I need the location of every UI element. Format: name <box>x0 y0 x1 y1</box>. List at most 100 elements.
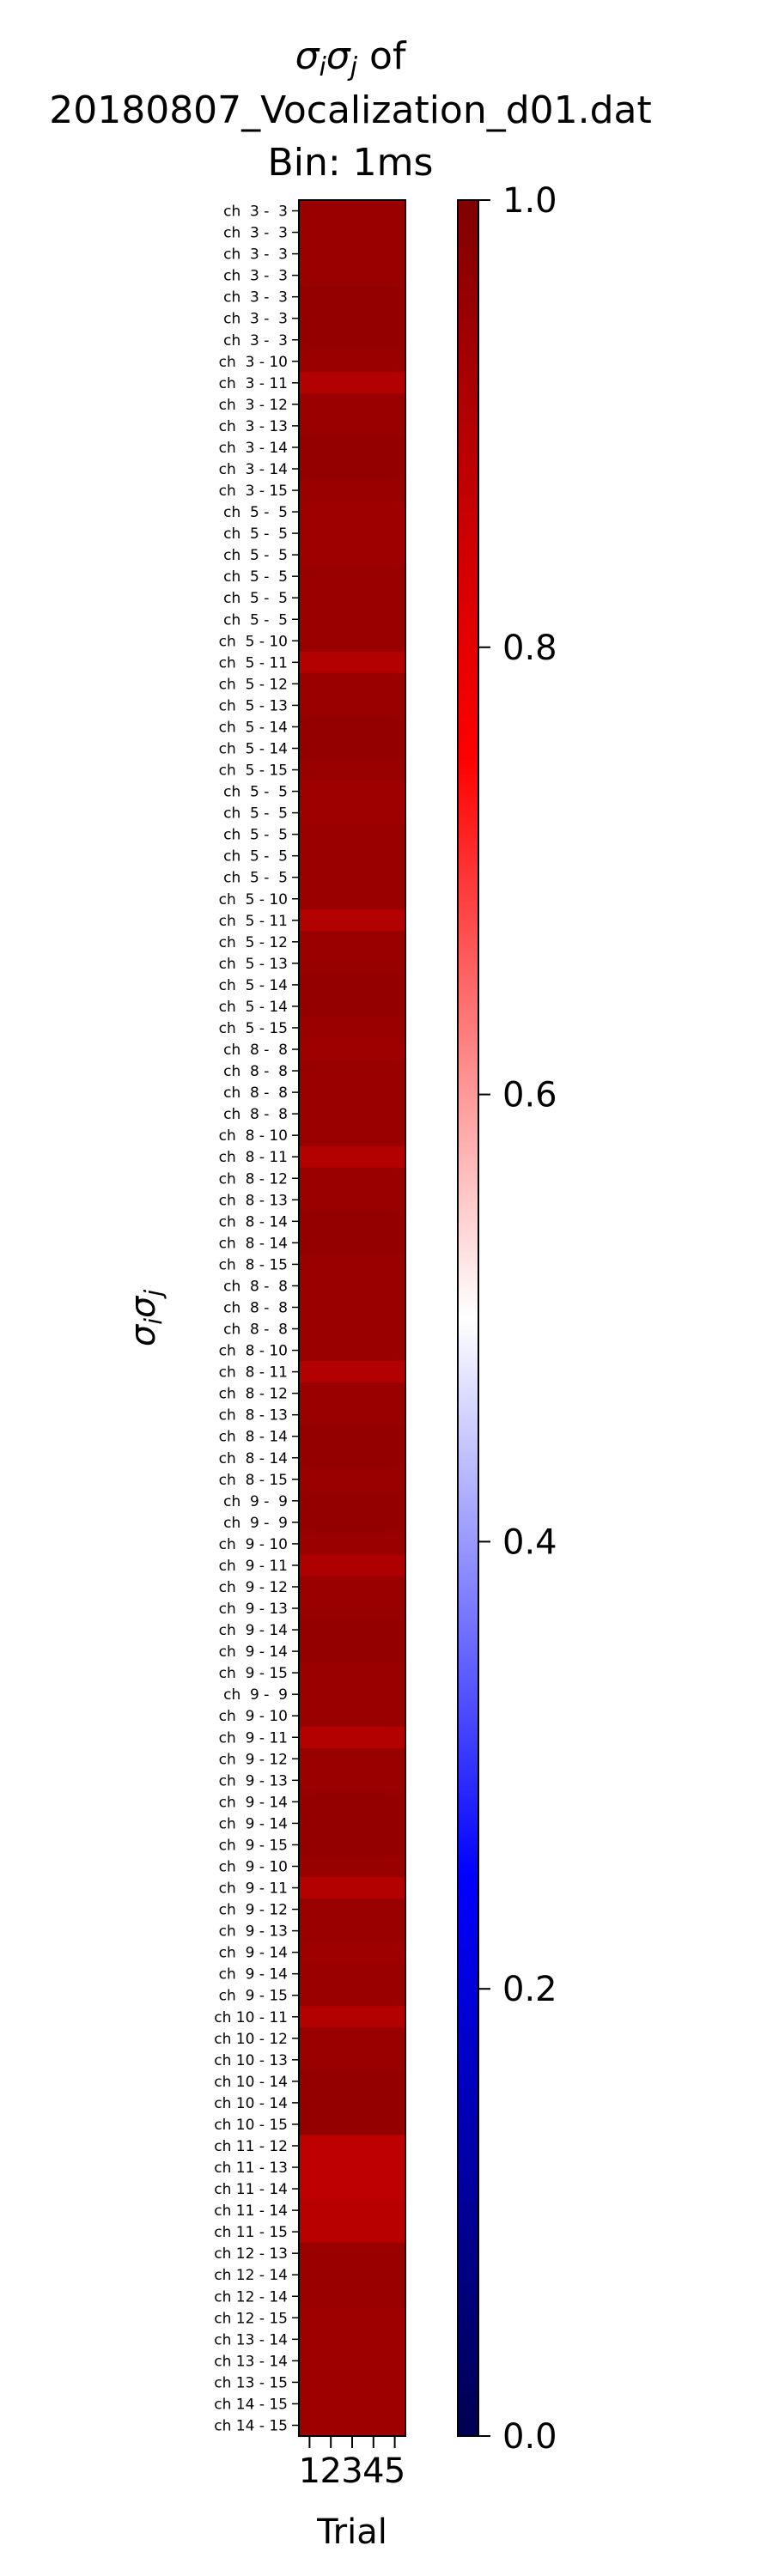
y-tick-label: ch 3 - 3 <box>223 289 288 307</box>
heatmap-cell <box>299 1103 405 1126</box>
heatmap-cell <box>299 1231 405 1255</box>
y-tick-label: ch 9 - 14 <box>219 1966 288 1984</box>
colorbar-ticks <box>478 199 490 2437</box>
y-tick-label: ch 11 - 14 <box>214 2202 288 2220</box>
heatmap-cell <box>299 329 405 351</box>
y-tick-label: ch 5 - 5 <box>223 590 288 607</box>
heatmap-cell <box>299 1640 405 1663</box>
chart-title: σiσj of 20180807_Vocalization_d01.dat Bi… <box>49 34 652 185</box>
y-tick-label: ch 8 - 14 <box>219 1450 288 1467</box>
heatmap-cell <box>299 737 405 760</box>
heatmap-cell <box>299 436 405 459</box>
heatmap-cell <box>299 1490 405 1512</box>
x-tick-label: 5 <box>384 2451 405 2491</box>
y-tick-label: ch 10 - 14 <box>214 2095 288 2112</box>
y-tick-label: ch 5 - 5 <box>223 568 288 586</box>
heatmap-cell <box>299 1662 405 1685</box>
y-tick-label: ch 9 - 14 <box>219 1794 288 1811</box>
heatmap-cell <box>299 286 405 308</box>
y-tick-label: ch 5 - 12 <box>219 934 288 951</box>
heatmap-cell <box>299 501 405 524</box>
y-tick-label: ch 3 - 11 <box>219 375 288 392</box>
y-tick-label: ch 13 - 14 <box>214 2353 288 2370</box>
y-tick-label: ch 8 - 10 <box>219 1343 288 1360</box>
y-axis-label: σiσj <box>124 1290 167 1347</box>
heatmap-cell <box>299 2306 405 2330</box>
heatmap-cell <box>299 1340 405 1362</box>
y-tick-label: ch 8 - 8 <box>223 1106 288 1123</box>
y-tick-label: ch 10 - 14 <box>214 2074 288 2091</box>
heatmap-cell <box>299 845 405 867</box>
heatmap-cell <box>299 1726 405 1749</box>
y-tick-label: ch 8 - 14 <box>219 1213 288 1230</box>
heatmap-cell <box>299 2221 405 2244</box>
y-tick-label: ch 8 - 15 <box>219 1472 288 1489</box>
y-tick-label: ch 11 - 12 <box>214 2138 288 2155</box>
colorbar-tick-label: 0.4 <box>502 1522 557 1562</box>
heatmap-cell <box>299 2113 405 2136</box>
y-tick-label: ch 13 - 14 <box>214 2331 288 2348</box>
y-tick-label: ch 5 - 14 <box>219 719 288 736</box>
y-tick-label: ch 5 - 5 <box>223 870 288 887</box>
heatmap-cell <box>299 1425 405 1448</box>
heatmap-cell <box>299 586 405 610</box>
heatmap-cell <box>299 1017 405 1040</box>
y-tick-label: ch 9 - 12 <box>219 1902 288 1919</box>
y-tick-label: ch 3 - 14 <box>219 440 288 457</box>
y-tick-label: ch 8 - 8 <box>223 1299 288 1316</box>
y-tick-label: ch 8 - 10 <box>219 1127 288 1145</box>
heatmap-cell <box>299 781 405 803</box>
heatmap-cell <box>299 1963 405 1985</box>
heatmap-cell <box>299 1361 405 1383</box>
heatmap-cell <box>299 1984 405 2007</box>
y-tick-label: ch 10 - 13 <box>214 2052 288 2069</box>
y-tick-label: ch 9 - 15 <box>219 1837 288 1854</box>
heatmap-cell <box>299 544 405 567</box>
heatmap-cell <box>299 2242 405 2265</box>
heatmap-cell <box>299 1769 405 1792</box>
y-ticks <box>292 210 299 2427</box>
x-ticks <box>308 2436 396 2448</box>
x-axis-label: Trial <box>316 2512 387 2552</box>
y-tick-label: ch 10 - 11 <box>214 2009 288 2026</box>
heatmap-cell <box>299 2414 405 2437</box>
y-tick-label: ch 9 - 11 <box>219 1880 288 1898</box>
y-tick-label: ch 5 - 5 <box>223 805 288 823</box>
heatmap-cell <box>299 1447 405 1469</box>
y-tick-label: ch 8 - 8 <box>223 1042 288 1059</box>
heatmap-cell <box>299 1468 405 1491</box>
heatmap-cell <box>299 2135 405 2158</box>
heatmap-cell <box>299 1619 405 1642</box>
y-tick-label: ch 8 - 8 <box>223 1278 288 1295</box>
colorbar-tick-label: 0.0 <box>502 2417 557 2457</box>
y-tick-label: ch 5 - 15 <box>219 762 288 780</box>
heatmap-cell <box>299 1210 405 1233</box>
heatmap-cells <box>299 200 405 2437</box>
y-tick-label: ch 5 - 5 <box>223 611 288 629</box>
heatmap-cell <box>299 1318 405 1340</box>
heatmap-cell <box>299 931 405 953</box>
heatmap-cell <box>299 1855 405 1878</box>
heatmap-cell <box>299 522 405 545</box>
y-tick-label: ch 9 - 11 <box>219 1558 288 1575</box>
heatmap-cell <box>299 802 405 824</box>
y-tick-label: ch 5 - 13 <box>219 697 288 714</box>
y-tick-label: ch 5 - 10 <box>219 633 288 650</box>
y-tick-label: ch 11 - 14 <box>214 2181 288 2198</box>
y-tick-label: ch 9 - 10 <box>219 1858 288 1875</box>
title-line-3: Bin: 1ms <box>268 141 434 185</box>
heatmap-cell <box>299 909 405 932</box>
heatmap-cell <box>299 715 405 738</box>
y-tick-labels: ch 3 - 3 ch 3 - 3 ch 3 - 3 ch 3 - 3 ch 3 - 3… <box>214 204 288 2435</box>
heatmap-cell <box>299 1704 405 1728</box>
y-tick-label: ch 9 - 13 <box>219 1923 288 1941</box>
y-tick-label: ch 5 - 15 <box>219 1020 288 1037</box>
heatmap-cell <box>299 264 405 287</box>
heatmap-cell <box>299 759 405 781</box>
y-tick-label: ch 3 - 3 <box>223 246 288 264</box>
y-tick-label: ch 5 - 10 <box>219 891 288 908</box>
y-tick-label: ch 3 - 3 <box>223 225 288 242</box>
y-tick-label: ch 8 - 12 <box>219 1386 288 1403</box>
heatmap-cell <box>299 1833 405 1856</box>
heatmap-cell <box>299 415 405 438</box>
